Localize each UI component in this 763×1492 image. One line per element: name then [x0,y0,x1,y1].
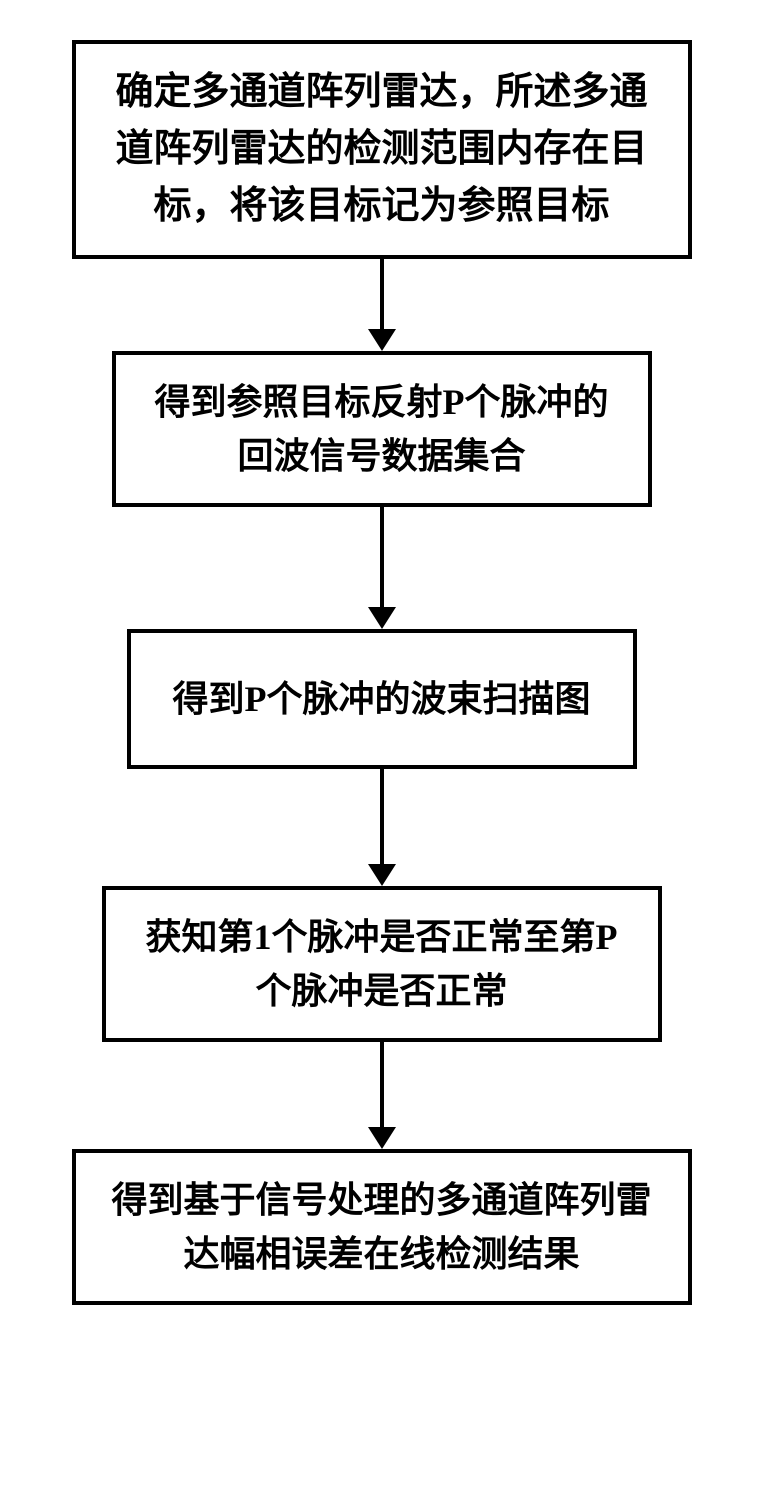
node-text: 得到基于信号处理的多通道阵列雷达幅相误差在线检测结果 [104,1173,660,1281]
node-text: 确定多通道阵列雷达，所述多通道阵列雷达的检测范围内存在目标，将该目标记为参照目标 [104,64,660,235]
flowchart-node-3: 获知第1个脉冲是否正常至第P个脉冲是否正常 [102,886,662,1042]
flowchart-node-0: 确定多通道阵列雷达，所述多通道阵列雷达的检测范围内存在目标，将该目标记为参照目标 [72,40,692,259]
arrow-head-icon [368,1127,396,1149]
flowchart-node-1: 得到参照目标反射P个脉冲的回波信号数据集合 [112,351,652,507]
arrow-head-icon [368,864,396,886]
node-text: 得到P个脉冲的波束扫描图 [173,672,591,726]
arrow-line [380,769,384,864]
flowchart-node-2: 得到P个脉冲的波束扫描图 [127,629,637,769]
arrow-line [380,507,384,607]
arrow-0 [368,259,396,351]
arrow-2 [368,769,396,886]
flowchart-container: 确定多通道阵列雷达，所述多通道阵列雷达的检测范围内存在目标，将该目标记为参照目标… [60,40,703,1305]
node-text: 获知第1个脉冲是否正常至第P个脉冲是否正常 [134,910,630,1018]
flowchart-node-4: 得到基于信号处理的多通道阵列雷达幅相误差在线检测结果 [72,1149,692,1305]
arrow-line [380,1042,384,1127]
arrow-head-icon [368,607,396,629]
arrow-3 [368,1042,396,1149]
node-text: 得到参照目标反射P个脉冲的回波信号数据集合 [144,375,620,483]
arrow-line [380,259,384,329]
arrow-head-icon [368,329,396,351]
arrow-1 [368,507,396,629]
